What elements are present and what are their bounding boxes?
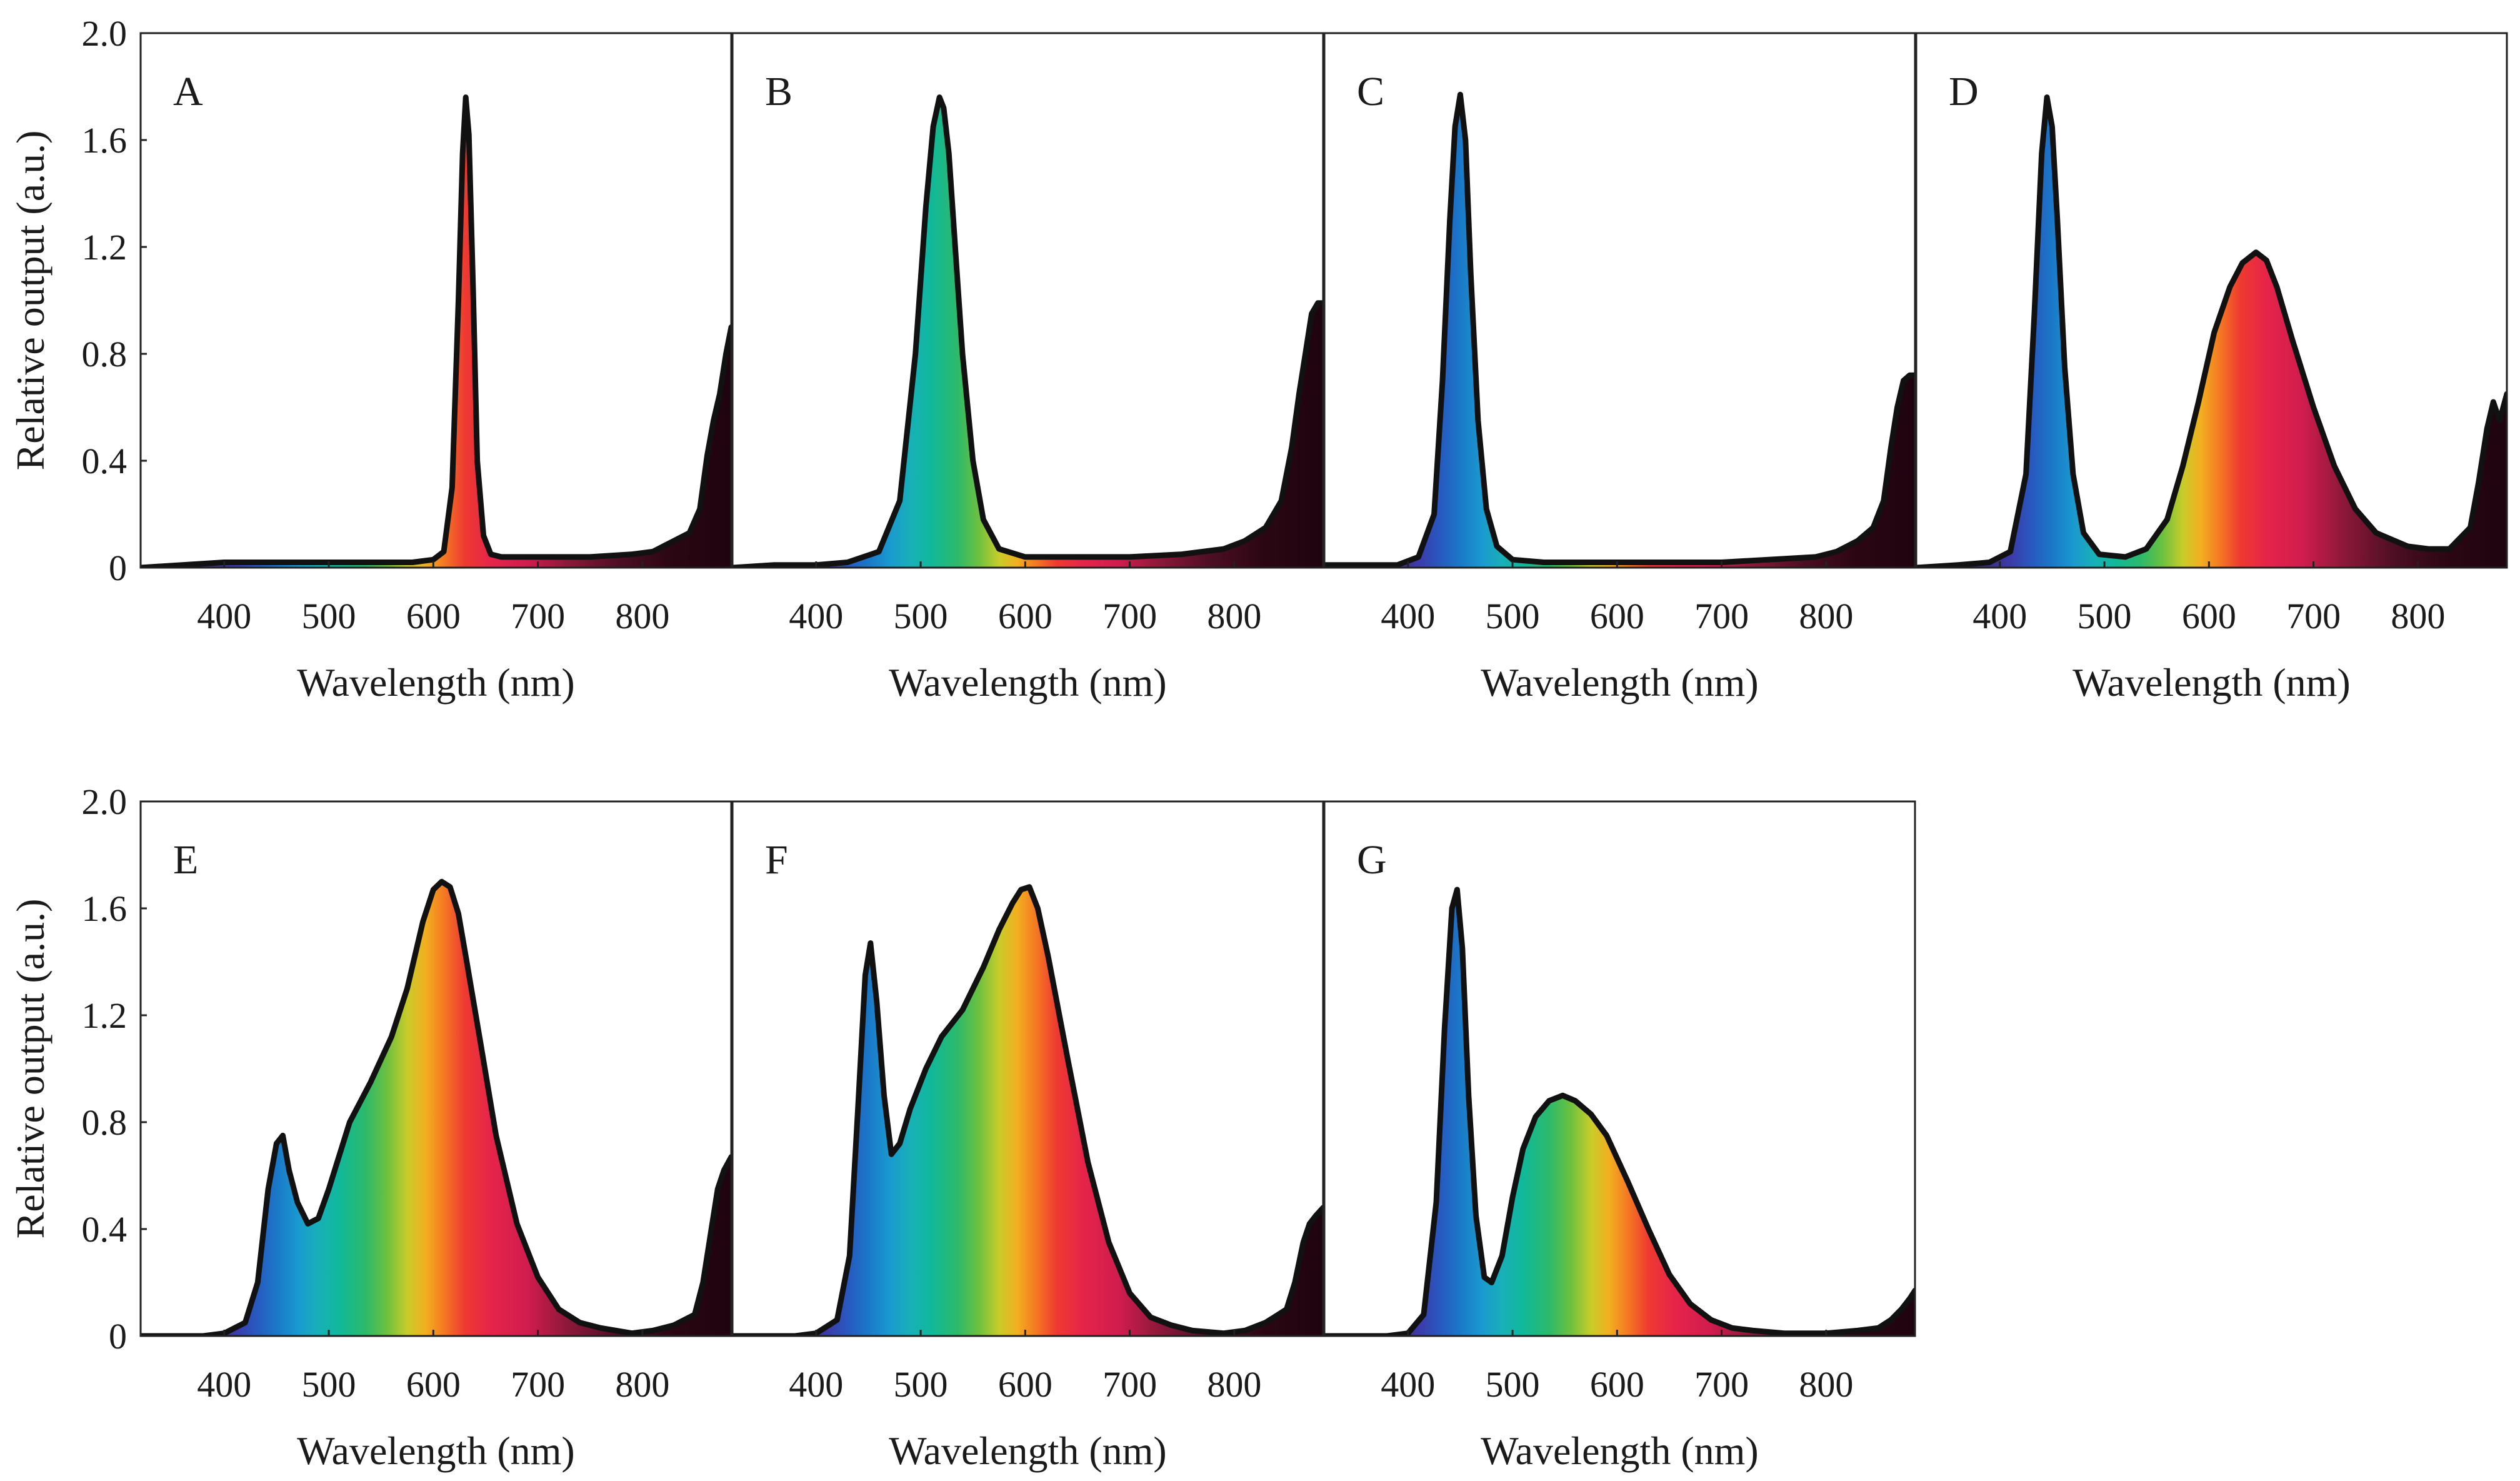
panel-b: B 400 500 600 700 800 Wavelength (nm)	[731, 32, 1324, 705]
spectrum-area-e	[141, 881, 731, 1336]
x-tick-label-g-800: 800	[1799, 1364, 1853, 1405]
x-tick-label-e-700: 700	[511, 1364, 565, 1405]
panel-label-c: C	[1357, 69, 1384, 114]
y-tick-label-a-1: 0.4	[82, 441, 128, 481]
spectrum-area-d	[1916, 97, 2507, 568]
x-tick-label-e-600: 600	[406, 1364, 461, 1405]
x-tick-label-f-600: 600	[998, 1364, 1052, 1405]
x-tick-label-c-600: 600	[1590, 596, 1644, 636]
spectrum-line-e	[141, 878, 731, 1336]
x-tick-label-g-700: 700	[1694, 1364, 1749, 1405]
spectrum-area-g	[1324, 890, 1915, 1336]
y-tick-label-e-0: 0	[109, 1316, 127, 1357]
panel-frame-g	[1323, 800, 1916, 1337]
spectrum-area-f	[732, 886, 1323, 1336]
x-tick-label-b-400: 400	[789, 596, 843, 636]
spectrum-line-a	[141, 94, 731, 568]
x-tick-label-f-700: 700	[1102, 1364, 1157, 1405]
x-axis-title-f: Wavelength (nm)	[889, 1428, 1166, 1473]
x-tick-label-d-500: 500	[2078, 596, 2132, 636]
x-tick-label-d-400: 400	[1972, 596, 2027, 636]
y-tick-label-a-3: 1.2	[82, 227, 128, 268]
spectrum-area-c	[1324, 94, 1915, 568]
x-tick-label-f-400: 400	[789, 1364, 843, 1405]
spectrum-line-b	[732, 94, 1323, 568]
x-tick-label-a-400: 400	[197, 596, 251, 636]
x-tick-label-e-800: 800	[615, 1364, 669, 1405]
y-axis-title-row-2: Relative output (a.u.)	[8, 899, 52, 1239]
y-tick-label-a-2: 0.8	[82, 334, 128, 374]
panel-frame-b	[731, 32, 1324, 569]
x-tick-label-c-500: 500	[1486, 596, 1540, 636]
panel-label-g: G	[1357, 837, 1387, 883]
x-tick-label-a-600: 600	[406, 596, 461, 636]
panel-label-d: D	[1949, 69, 1979, 114]
x-axis-title-d: Wavelength (nm)	[2072, 660, 2350, 705]
x-tick-label-b-700: 700	[1102, 596, 1157, 636]
x-tick-label-b-600: 600	[998, 596, 1052, 636]
y-tick-label-e-4: 1.6	[82, 888, 128, 929]
x-tick-label-d-700: 700	[2286, 596, 2341, 636]
y-tick-label-e-1: 0.4	[82, 1209, 128, 1250]
panel-label-e: E	[173, 837, 198, 883]
y-tick-label-a-4: 1.6	[82, 120, 128, 161]
panel-a: A 400 500 600 700 800 Wavelength (nm) 0 0.4 0.8 1.…	[8, 13, 732, 705]
panel-frame-d	[1915, 32, 2508, 569]
panel-e: E 400 500 600 700 800 Wavelength (nm) 0 0.4 0.8 1.…	[8, 781, 732, 1473]
spectrum-line-f	[732, 884, 1323, 1336]
x-tick-label-d-800: 800	[2391, 596, 2445, 636]
panel-label-a: A	[173, 69, 203, 114]
spectrum-line-c	[1324, 91, 1915, 568]
x-tick-label-g-400: 400	[1381, 1364, 1435, 1405]
panel-frame-e	[139, 800, 732, 1337]
x-tick-label-a-800: 800	[615, 596, 669, 636]
panel-c: C 400 500 600 700 800 Wavelength (nm)	[1323, 32, 1916, 705]
y-tick-label-a-5: 2.0	[82, 13, 128, 54]
panel-f: F 400 500 600 700 800 Wavelength (nm)	[731, 800, 1324, 1473]
x-tick-label-e-400: 400	[197, 1364, 251, 1405]
x-tick-label-c-700: 700	[1694, 596, 1749, 636]
x-tick-label-c-400: 400	[1381, 596, 1435, 636]
spectrum-line-d	[1916, 94, 2507, 568]
panel-g: G 400 500 600 700 800 Wavelength (nm)	[1323, 800, 1916, 1473]
spectrum-area-a	[141, 97, 731, 568]
x-tick-label-c-800: 800	[1799, 596, 1853, 636]
x-tick-label-g-500: 500	[1486, 1364, 1540, 1405]
x-axis-title-b: Wavelength (nm)	[889, 660, 1166, 705]
panel-label-b: B	[765, 69, 792, 114]
panels-layer: A 400 500 600 700 800 Wavelength (nm) 0 0.4 0.8 1.…	[8, 13, 2508, 1473]
x-axis-title-e: Wavelength (nm)	[297, 1428, 574, 1473]
x-tick-label-a-700: 700	[511, 596, 565, 636]
x-tick-label-e-500: 500	[302, 1364, 356, 1405]
x-tick-label-g-600: 600	[1590, 1364, 1644, 1405]
y-axis-title-row-1: Relative output (a.u.)	[8, 131, 52, 471]
x-tick-label-b-500: 500	[894, 596, 948, 636]
x-tick-label-a-500: 500	[302, 596, 356, 636]
x-tick-label-f-800: 800	[1207, 1364, 1261, 1405]
x-tick-label-f-500: 500	[894, 1364, 948, 1405]
y-tick-label-e-2: 0.8	[82, 1102, 128, 1143]
y-tick-label-e-3: 1.2	[82, 995, 128, 1036]
x-axis-title-a: Wavelength (nm)	[297, 660, 574, 705]
panel-label-f: F	[765, 837, 788, 883]
panel-d: D 400 500 600 700 800 Wavelength (nm)	[1915, 32, 2508, 705]
x-axis-title-g: Wavelength (nm)	[1481, 1428, 1758, 1473]
panel-frame-c	[1323, 32, 1916, 569]
spectrum-area-b	[732, 97, 1323, 568]
panel-frame-f	[731, 800, 1324, 1337]
x-axis-title-c: Wavelength (nm)	[1481, 660, 1758, 705]
x-tick-label-b-800: 800	[1207, 596, 1261, 636]
panel-frame-a	[139, 32, 732, 569]
y-tick-label-e-5: 2.0	[82, 781, 128, 822]
x-tick-label-d-600: 600	[2182, 596, 2236, 636]
y-tick-label-a-0: 0	[109, 548, 127, 588]
